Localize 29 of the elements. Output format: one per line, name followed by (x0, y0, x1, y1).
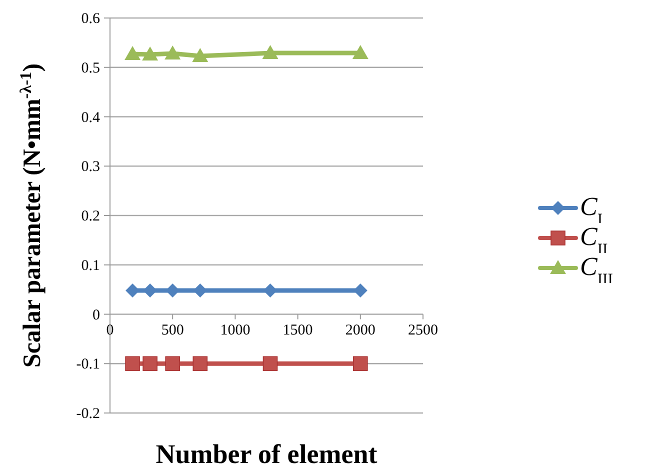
point (124, 46, 141, 60)
point (262, 356, 278, 372)
y-tick-label: 0.2 (81, 208, 100, 224)
point (192, 48, 208, 62)
y-tick-label: 0 (92, 307, 100, 324)
point (142, 46, 158, 61)
x-tick-label: 2000 (345, 322, 376, 338)
point (164, 46, 181, 60)
point (165, 356, 180, 372)
y-tick-label: 0.5 (81, 60, 100, 76)
y-tick-label: -0.1 (76, 356, 100, 373)
x-tick-label: 2500 (408, 322, 438, 338)
y-tick-label: 0.4 (81, 110, 100, 126)
y-tick-label: 0.6 (81, 11, 100, 27)
y-tick-label: 0.3 (81, 159, 100, 176)
x-tick-label: 500 (161, 322, 184, 338)
y-tick-label: -0.2 (76, 406, 100, 422)
x-axis-title: Number of element (156, 439, 378, 468)
point (125, 356, 140, 372)
x-tick-label: 1000 (220, 322, 250, 338)
point (353, 356, 368, 372)
point (263, 284, 278, 298)
point (262, 45, 278, 60)
point (352, 45, 368, 60)
point (192, 356, 208, 372)
point (142, 356, 158, 372)
x-tick-label: 0 (106, 322, 114, 338)
y-tick-label: 0.1 (81, 258, 100, 274)
x-tick-label: 1500 (282, 322, 313, 338)
